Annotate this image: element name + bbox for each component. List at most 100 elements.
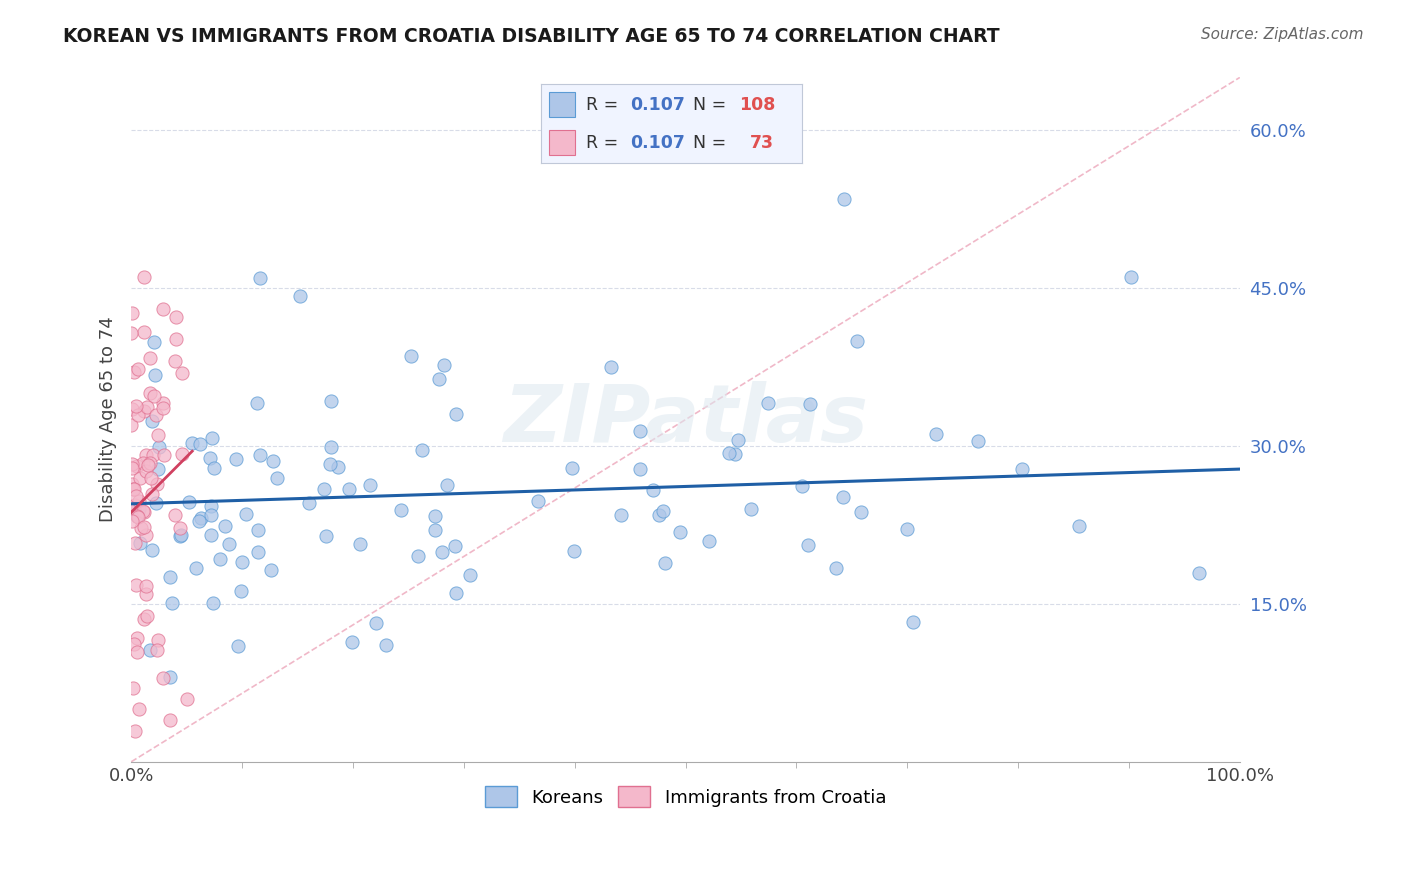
Text: ZIPatlas: ZIPatlas: [503, 381, 868, 458]
Point: [146, 427, 169, 442]
Point: [121, 514, 143, 528]
Point: [188, 437, 211, 451]
Point: [146, 462, 169, 476]
Point: [298, 496, 321, 510]
Point: [925, 426, 948, 441]
Point: [127, 408, 149, 422]
Point: [141, 487, 163, 501]
Point: [148, 440, 170, 454]
Point: [172, 367, 194, 381]
Point: [180, 435, 202, 450]
Point: [124, 535, 146, 549]
Point: [135, 579, 157, 593]
Point: [170, 528, 193, 542]
Point: [136, 609, 159, 624]
Point: [129, 535, 152, 549]
Point: [669, 525, 692, 540]
Point: [132, 519, 155, 533]
Point: [562, 544, 585, 558]
Point: [121, 477, 143, 491]
Point: [444, 407, 467, 421]
Point: [226, 639, 249, 653]
Point: [170, 447, 193, 461]
Point: [201, 431, 224, 445]
Point: [433, 358, 456, 372]
Point: [249, 448, 271, 462]
Point: [288, 289, 311, 303]
Point: [600, 360, 623, 375]
Point: [359, 478, 381, 492]
Point: [967, 434, 990, 449]
Point: [165, 354, 187, 368]
Point: [260, 563, 283, 577]
Point: [124, 482, 146, 496]
Point: [628, 461, 651, 475]
Point: [266, 471, 288, 485]
Point: [146, 477, 169, 491]
Point: [425, 523, 447, 537]
Point: [561, 461, 583, 475]
Point: [831, 490, 853, 504]
Point: [122, 483, 145, 497]
Point: [169, 520, 191, 534]
Point: [427, 372, 450, 386]
Point: [128, 493, 150, 508]
Point: [139, 456, 162, 470]
Point: [127, 458, 149, 473]
Point: [176, 691, 198, 706]
Point: [436, 478, 458, 492]
Point: [139, 471, 162, 485]
Point: [697, 533, 720, 548]
Point: [152, 448, 174, 462]
Point: [218, 537, 240, 551]
Point: [319, 457, 342, 471]
Point: [328, 460, 350, 475]
Point: [200, 528, 222, 542]
Point: [643, 483, 665, 497]
Point: [128, 702, 150, 716]
Point: [610, 508, 633, 523]
Point: [124, 489, 146, 503]
Point: [235, 507, 257, 521]
Point: [177, 495, 200, 509]
Point: [444, 539, 467, 553]
Point: [717, 446, 740, 460]
Point: [124, 724, 146, 739]
Point: [142, 448, 165, 462]
Point: [134, 612, 156, 626]
Point: [832, 192, 855, 206]
Point: [132, 456, 155, 470]
Point: [132, 325, 155, 339]
Point: [406, 549, 429, 563]
Point: [139, 643, 162, 657]
Point: [724, 447, 747, 461]
Point: [1188, 566, 1211, 581]
Point: [132, 270, 155, 285]
Point: [122, 503, 145, 517]
Point: [146, 643, 169, 657]
Point: [799, 397, 821, 411]
Point: [225, 452, 247, 467]
Point: [337, 482, 360, 496]
Point: [127, 509, 149, 524]
Point: [901, 615, 924, 629]
Point: [430, 544, 453, 558]
Point: [824, 561, 846, 575]
Point: [129, 521, 152, 535]
Point: [127, 631, 149, 645]
Point: [628, 425, 651, 439]
Point: [145, 368, 167, 383]
Point: [654, 557, 676, 571]
Point: [231, 555, 253, 569]
Point: [896, 522, 918, 536]
Point: [122, 681, 145, 695]
Point: [152, 301, 174, 316]
Point: [796, 538, 818, 552]
Point: [319, 441, 342, 455]
Point: [145, 496, 167, 510]
Point: [152, 671, 174, 685]
Point: [159, 570, 181, 584]
Point: [136, 458, 159, 472]
Point: [132, 504, 155, 518]
Point: [135, 464, 157, 478]
